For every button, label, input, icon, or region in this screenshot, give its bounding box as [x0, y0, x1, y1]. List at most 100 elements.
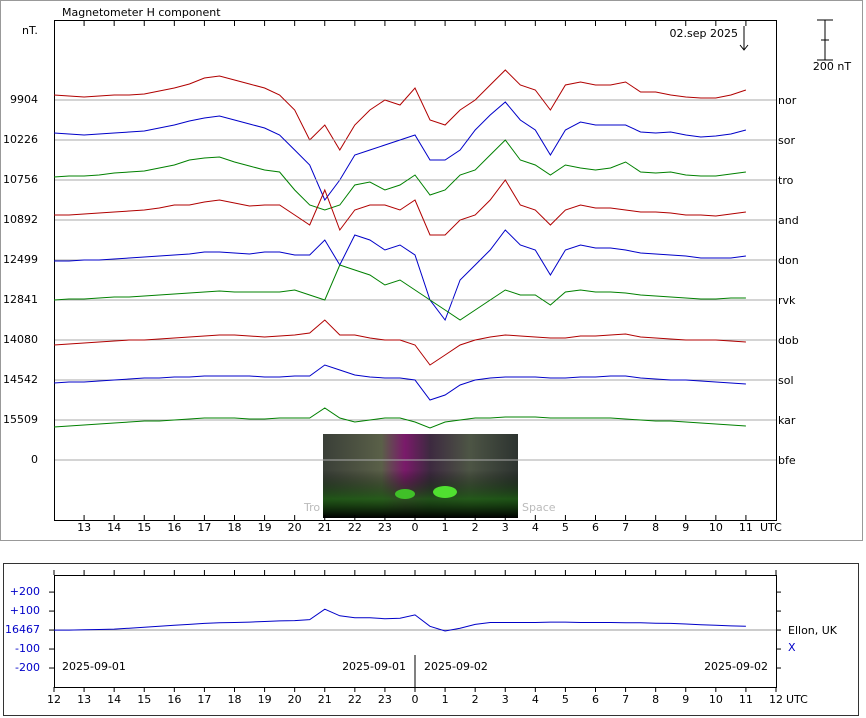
date: 02.sep 2025 — [670, 27, 738, 40]
baseline-label: 0 — [31, 453, 38, 466]
x-tick-label: 1 — [442, 693, 449, 706]
y-unit: nT. — [22, 24, 38, 37]
x-tick-label: 22 — [348, 693, 362, 706]
baseline-label: 12841 — [3, 293, 38, 306]
station-label: bfe — [778, 454, 796, 467]
x-tick-label: 3 — [502, 693, 509, 706]
x-tick-label: 18 — [228, 693, 242, 706]
date-label: 2025-09-01 — [62, 660, 126, 673]
annotation: Tro — [303, 501, 320, 514]
x-tick-label: 10 — [709, 521, 723, 534]
x-tick-label: 22 — [348, 521, 362, 534]
x-tick-label: 15 — [137, 521, 151, 534]
x-tick-label: 14 — [107, 693, 121, 706]
x-tick-label: 9 — [682, 693, 689, 706]
x-tick-label: 18 — [228, 521, 242, 534]
x-tick-label: 3 — [502, 521, 509, 534]
trace — [53, 139, 746, 211]
y-tick-label: -200 — [15, 661, 40, 674]
baseline-label: 14542 — [3, 373, 38, 386]
x-tick-label: 5 — [562, 693, 569, 706]
x-tick-label: 6 — [592, 693, 599, 706]
trace — [54, 608, 746, 632]
station-label: nor — [778, 94, 797, 107]
station-label: and — [778, 214, 799, 227]
photo-glow — [433, 486, 457, 498]
annotation: Space — [522, 501, 556, 514]
x-tick-label: 20 — [288, 693, 302, 706]
x-tick-label: 21 — [318, 521, 332, 534]
x-tick-label: 12 — [769, 693, 783, 706]
station-label: sol — [778, 374, 794, 387]
x-unit: UTC — [786, 693, 808, 706]
baseline-label: 12499 — [3, 253, 38, 266]
x-tick-label: 11 — [739, 521, 753, 534]
x-tick-label: 8 — [652, 693, 659, 706]
trace — [53, 264, 746, 321]
trace — [54, 179, 746, 236]
chart-title: Magnetometer H component — [62, 6, 221, 19]
x-unit: UTC — [760, 521, 782, 534]
station-label: don — [778, 254, 799, 267]
photo-ground — [323, 470, 518, 518]
date-label: 2025-09-02 — [424, 660, 488, 673]
x-tick-label: 11 — [739, 693, 753, 706]
x-tick-label: 15 — [137, 693, 151, 706]
scale-bar-label: 200 nT — [813, 60, 851, 73]
trace — [53, 407, 746, 429]
x-tick-label: 13 — [77, 521, 91, 534]
x-tick-label: 4 — [532, 521, 539, 534]
x-tick-label: 7 — [622, 693, 629, 706]
x-tick-label: 19 — [258, 693, 272, 706]
station-label: tro — [778, 174, 794, 187]
x-tick-label: 6 — [592, 521, 599, 534]
y-tick-label: -100 — [15, 642, 40, 655]
x-tick-label: 12 — [47, 693, 61, 706]
trace — [53, 69, 747, 151]
x-tick-label: 20 — [288, 521, 302, 534]
trace — [54, 229, 746, 322]
x-tick-label: 1 — [442, 521, 449, 534]
x-tick-label: 16 — [167, 521, 181, 534]
baseline-label: 14080 — [3, 333, 38, 346]
x-tick-label: 23 — [378, 693, 392, 706]
trace — [53, 364, 746, 401]
x-tick-label: 21 — [318, 693, 332, 706]
x-tick-label: 10 — [709, 693, 723, 706]
station-label: dob — [778, 334, 799, 347]
scale-bar — [817, 19, 833, 61]
station-label: Ellon, UK — [788, 624, 838, 637]
x-tick-label: 8 — [652, 521, 659, 534]
trace — [53, 319, 746, 366]
x-tick-label: 17 — [197, 693, 211, 706]
station-label: rvk — [778, 294, 796, 307]
baseline-label: 10226 — [3, 133, 38, 146]
x-tick-label: 7 — [622, 521, 629, 534]
baseline-label: 9904 — [10, 93, 38, 106]
trace — [53, 101, 747, 201]
date-arrow — [739, 26, 749, 51]
station-label: sor — [778, 134, 795, 147]
baseline-label: 10892 — [3, 213, 38, 226]
station-label: kar — [778, 414, 796, 427]
y-tick-label: +100 — [10, 604, 40, 617]
aurora-photo — [323, 434, 518, 518]
date-label: 2025-09-02 — [704, 660, 768, 673]
photo-glow — [395, 489, 415, 499]
x-tick-label: 23 — [378, 521, 392, 534]
x-tick-label: 2 — [472, 693, 479, 706]
baseline-label: 15509 — [3, 413, 38, 426]
y-tick-label: +200 — [10, 585, 40, 598]
x-tick-label: 9 — [682, 521, 689, 534]
x-tick-label: 2 — [472, 521, 479, 534]
date-label: 2025-09-01 — [342, 660, 406, 673]
y-tick-label: 16467 — [5, 623, 40, 636]
x-tick-label: 4 — [532, 693, 539, 706]
x-tick-label: 0 — [412, 521, 419, 534]
series-label: X — [788, 641, 796, 654]
x-tick-label: 19 — [258, 521, 272, 534]
x-tick-label: 5 — [562, 521, 569, 534]
x-tick-label: 0 — [412, 693, 419, 706]
x-tick-label: 13 — [77, 693, 91, 706]
